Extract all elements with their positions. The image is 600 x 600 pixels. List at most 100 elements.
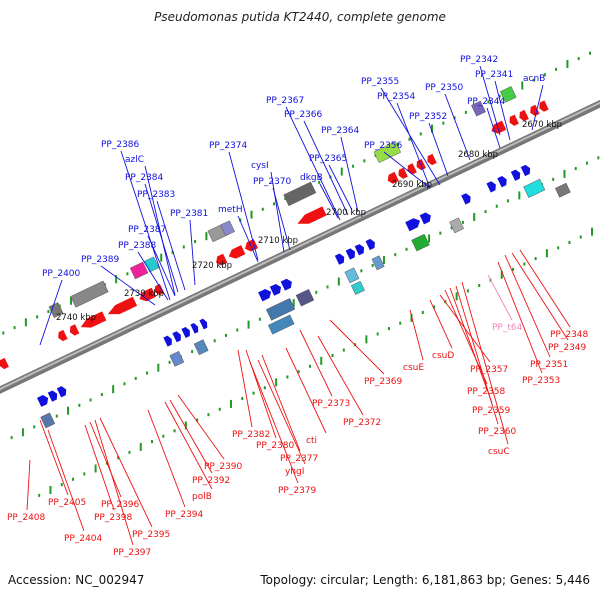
tick-mark	[342, 348, 345, 352]
leader-line	[100, 265, 156, 306]
leader-line	[47, 429, 85, 532]
gene-label-cysi: cysI	[251, 161, 269, 171]
tick-mark	[24, 318, 27, 327]
tick-mark	[168, 360, 171, 364]
gene-label-azlc: azlC	[125, 155, 144, 165]
gene-label-pp-2408: PP_2408	[7, 513, 46, 523]
leader-line	[285, 347, 327, 434]
tick-mark	[151, 440, 154, 444]
leader-line	[428, 122, 449, 177]
reverse-arrow	[228, 245, 246, 259]
tick-mark	[112, 385, 115, 394]
leader-line	[479, 65, 501, 136]
forward-arrow	[510, 169, 521, 181]
reverse-annotation-box	[220, 220, 235, 237]
leader-line	[39, 279, 63, 346]
leader-line	[120, 150, 171, 301]
forward-arrow	[334, 253, 345, 265]
tick-mark	[83, 472, 86, 476]
gene-label-pp-2366: PP_2366	[284, 110, 323, 120]
leader-line	[487, 274, 513, 321]
tick-mark	[543, 73, 546, 77]
leader-line	[461, 281, 509, 445]
reverse-arrow	[245, 239, 259, 252]
leader-line	[329, 319, 385, 375]
tick-mark	[49, 486, 52, 495]
gene-label-pp-2351: PP_2351	[530, 360, 568, 370]
tick-mark	[521, 81, 524, 90]
tick-mark	[297, 370, 300, 374]
gene-label-pp-2387: PP_2387	[128, 225, 166, 235]
leader-line	[340, 136, 359, 213]
gene-label-pp-2373: PP_2373	[312, 399, 350, 409]
leader-line	[39, 419, 69, 496]
genome-backbone-highlight	[0, 101, 600, 391]
genome-map-title: Pseudomonas putida KT2440, complete geno…	[154, 10, 446, 24]
gene-label-pp-2388: PP_2388	[118, 241, 157, 251]
leader-line	[189, 219, 196, 286]
forward-annotation-box	[267, 314, 295, 335]
tick-mark	[421, 310, 424, 314]
reverse-arrow	[491, 120, 507, 134]
forward-annotation-box	[449, 217, 465, 234]
tick-mark	[466, 289, 469, 293]
tick-mark	[532, 78, 535, 82]
forward-arrow	[365, 238, 375, 251]
forward-arrow	[461, 193, 471, 205]
tick-mark	[318, 180, 321, 184]
tick-mark	[566, 59, 569, 68]
forward-arrow	[345, 248, 356, 260]
tick-mark	[263, 386, 266, 390]
kbp-label-2710-kbp: 2710 kbp	[258, 236, 298, 246]
gene-label-pp-2348: PP_2348	[550, 330, 589, 340]
tick-mark	[563, 169, 566, 178]
leader-line	[449, 287, 493, 404]
tick-mark	[182, 245, 185, 249]
leader-line	[497, 261, 543, 374]
gene-label-pp-2405: PP_2405	[48, 498, 86, 508]
forward-annotation-box	[344, 267, 360, 284]
gene-label-pp-2353: PP_2353	[522, 376, 560, 386]
reverse-arrow	[216, 253, 228, 266]
tick-mark	[162, 434, 165, 438]
gene-label-pp-2342: PP_2342	[460, 55, 498, 65]
tick-mark	[507, 199, 510, 203]
gene-label-meth: metH	[218, 205, 243, 215]
gene-label-pp-2395: PP_2395	[132, 530, 170, 540]
leader-line	[84, 424, 115, 511]
tick-mark	[196, 418, 199, 422]
tick-mark	[473, 212, 476, 221]
forward-annotation-box	[193, 339, 209, 356]
tick-mark	[545, 249, 548, 258]
tick-mark	[173, 429, 176, 433]
forward-arrow	[419, 212, 431, 225]
leader-line	[455, 285, 499, 425]
tick-mark	[236, 328, 239, 332]
leader-line	[409, 309, 424, 361]
tick-mark	[419, 132, 422, 136]
tick-mark	[337, 277, 340, 286]
tick-mark	[326, 285, 329, 289]
reverse-arrow	[69, 324, 80, 336]
forward-arrow	[354, 244, 365, 256]
leader-line	[519, 249, 571, 328]
leader-line	[164, 401, 213, 490]
tick-mark	[340, 167, 343, 176]
leader-line	[144, 183, 179, 293]
tick-mark	[331, 353, 334, 357]
leader-line	[169, 399, 213, 474]
reverse-arrow	[519, 109, 529, 122]
tick-mark	[60, 483, 63, 487]
reverse-annotation-box	[70, 280, 109, 308]
leader-line	[328, 164, 353, 211]
gene-label-pp-2386: PP_2386	[101, 140, 140, 150]
gene-label-pp-2355: PP_2355	[361, 77, 399, 87]
forward-arrow	[280, 278, 292, 291]
tick-mark	[273, 202, 276, 206]
tick-mark	[512, 267, 515, 271]
forward-arrow	[258, 289, 272, 302]
gene-label-pp-2398: PP_2398	[94, 513, 133, 523]
tick-mark	[308, 364, 311, 368]
forward-arrow	[181, 327, 190, 338]
tick-mark	[2, 331, 5, 335]
